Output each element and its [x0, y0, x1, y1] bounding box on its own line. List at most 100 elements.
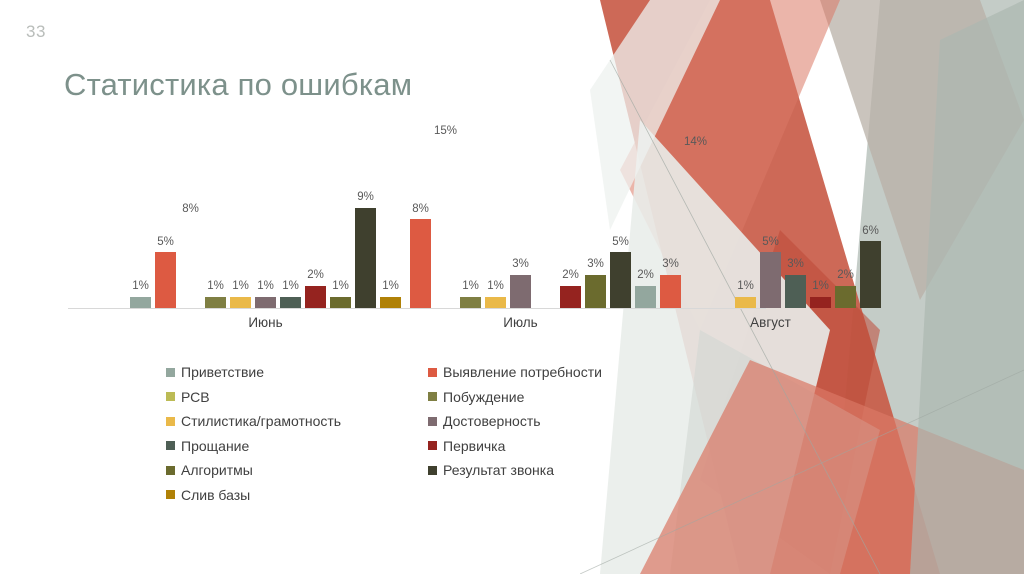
bar-value-label: 2% [307, 269, 324, 282]
bar-value-label: 5% [612, 235, 629, 248]
bar[interactable] [380, 296, 401, 308]
legend-item[interactable]: Побуждение [428, 385, 602, 410]
bar[interactable] [860, 241, 881, 308]
legend-item-label: Выявление потребности [443, 364, 602, 381]
bar-slot: 8% [410, 108, 431, 308]
bar[interactable] [205, 296, 226, 308]
bar[interactable] [305, 285, 326, 308]
decor-hairline-diagonal-2 [580, 369, 1024, 574]
bar[interactable] [330, 296, 351, 308]
bar[interactable] [660, 274, 681, 308]
bar[interactable] [355, 207, 376, 308]
bar[interactable] [155, 252, 176, 308]
bar-value-label: 2% [637, 269, 654, 282]
legend-swatch-icon [428, 392, 437, 402]
bar-value-label: 1% [737, 280, 754, 293]
bar-slot: 9% [355, 108, 376, 308]
legend-item-label: Побуждение [443, 388, 525, 405]
bar[interactable] [735, 296, 756, 308]
bar-slot: 6% [860, 108, 881, 308]
legend-swatch-icon [428, 367, 437, 377]
legend-item[interactable]: Прощание [166, 434, 341, 459]
bar-value-label: 1% [232, 280, 249, 293]
bar-slot: 1% [280, 108, 301, 308]
bar-slot: 14% [683, 108, 708, 308]
legend-swatch-icon [166, 392, 175, 402]
bar-value-label: 5% [157, 235, 174, 248]
bar-value-label: 1% [487, 280, 504, 293]
bar-group-3: 2% 3% 14% 1% 5% 3% 1% 2% 6% [635, 108, 910, 308]
legend-item-label: РСВ [181, 388, 210, 405]
page-title: Статистика по ошибкам [64, 66, 413, 102]
bar[interactable] [785, 274, 806, 308]
bar-value-label: 3% [787, 258, 804, 271]
legend-item[interactable]: Слив базы [166, 483, 341, 508]
bar-value-label: 3% [512, 258, 529, 271]
bar[interactable] [810, 296, 831, 308]
bar-value-label: 3% [662, 258, 679, 271]
legend-item[interactable]: Алгоритмы [166, 458, 341, 483]
bar-chart: 1% 5% 8% 1% 1% 1% 1% 2% 1% 9% 1% Июнь 8% 15% 1% 1% 3% 2% 3… [60, 100, 881, 330]
legend-item-label: Прощание [181, 437, 250, 454]
bar-value-label: 5% [762, 235, 779, 248]
bar-value-label: 1% [812, 280, 829, 293]
bar-slot: 2% [560, 108, 581, 308]
bar[interactable] [230, 296, 251, 308]
bar-slot: 5% [610, 108, 631, 308]
slide-number: 33 [26, 22, 46, 41]
bar-slot [535, 108, 556, 308]
legend-item[interactable]: Стилистика/грамотность [166, 409, 341, 434]
bar[interactable] [180, 219, 201, 308]
decor-shape-red-lower [640, 360, 1024, 574]
bar-value-label: 9% [357, 191, 374, 204]
decor-shape-graygreen-lower [670, 330, 880, 574]
legend-item-label: Стилистика/грамотность [181, 413, 342, 430]
bar-value-label: 1% [257, 280, 274, 293]
legend-item-label: Слив базы [181, 486, 251, 503]
legend-item[interactable]: Приветствие [166, 360, 341, 385]
bar[interactable] [635, 285, 656, 308]
legend-item[interactable]: Выявление потребности [428, 360, 602, 385]
bar-group-1: 1% 5% 8% 1% 1% 1% 1% 2% 1% 9% 1% [130, 108, 405, 308]
bar[interactable] [280, 296, 301, 308]
bar[interactable] [410, 219, 431, 308]
legend-item[interactable]: Первичка [428, 434, 602, 459]
bar-slot: 15% [433, 108, 458, 308]
decor-shape-graygreen-edge [910, 0, 1024, 574]
bar[interactable] [460, 296, 481, 308]
bar[interactable] [255, 296, 276, 308]
bar-slot: 1% [735, 108, 756, 308]
bar-group-2: 8% 15% 1% 1% 3% 2% 3% 5% [385, 108, 660, 308]
bar[interactable] [760, 252, 781, 308]
bar[interactable] [560, 285, 581, 308]
axis-category-label-1: Июнь [248, 315, 283, 330]
axis-category-label-2: Июль [503, 315, 538, 330]
bar[interactable] [510, 274, 531, 308]
legend-item[interactable]: Достоверность [428, 409, 602, 434]
bar-slot: 8% [180, 108, 201, 308]
legend-item-label: Приветствие [181, 364, 264, 381]
bar[interactable] [130, 296, 151, 308]
legend-swatch-icon [428, 441, 437, 451]
bar[interactable] [610, 252, 631, 308]
bar-value-label: 8% [182, 202, 199, 215]
bar[interactable] [835, 285, 856, 308]
bar-value-label: 3% [587, 258, 604, 271]
legend-item[interactable]: Результат звонка [428, 458, 602, 483]
legend-swatch-icon [166, 441, 175, 451]
bar[interactable] [685, 152, 706, 308]
bar-slot: 1% [205, 108, 226, 308]
bar-value-label: 1% [282, 280, 299, 293]
bar-value-label: 1% [382, 280, 399, 293]
legend-item[interactable]: РСВ [166, 385, 341, 410]
bar[interactable] [435, 141, 456, 308]
bar-slot: 3% [785, 108, 806, 308]
bar-value-label: 15% [433, 124, 458, 137]
bar[interactable] [485, 296, 506, 308]
bar[interactable] [585, 274, 606, 308]
bar-value-label: 14% [683, 135, 708, 148]
bar-slot: 3% [510, 108, 531, 308]
legend-item-label: Достоверность [443, 413, 541, 430]
bar-slot: 1% [460, 108, 481, 308]
bar-slot: 3% [660, 108, 681, 308]
